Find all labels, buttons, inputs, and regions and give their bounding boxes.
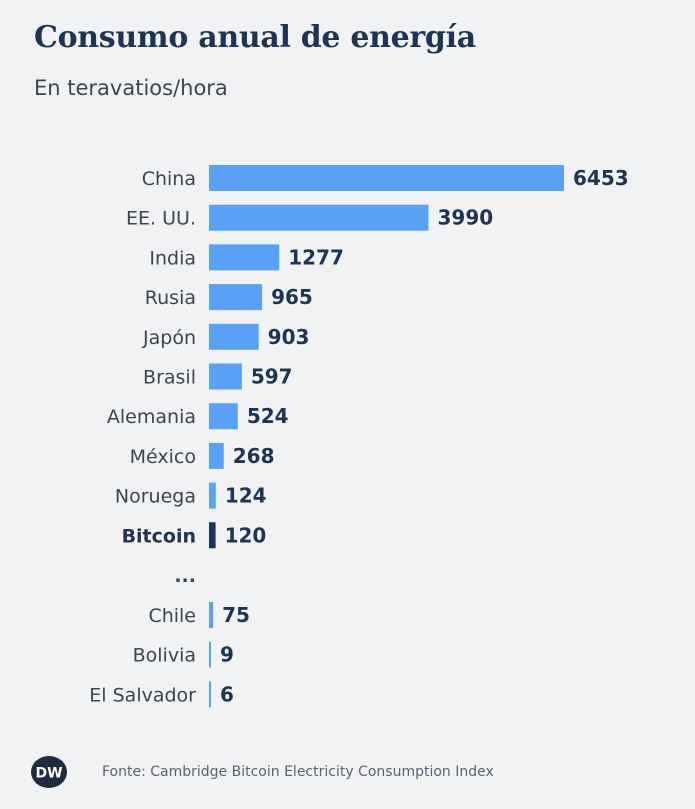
category-label: Chile [148,605,196,627]
ellipsis: ... [174,565,196,587]
bar [209,284,263,311]
category-label: México [130,446,196,468]
value-label: 524 [247,404,289,428]
category-label: Bolivia [133,645,196,667]
value-label: 6453 [573,166,629,190]
value-label: 120 [225,523,267,547]
bar [209,403,238,430]
chart-subtitle: En teravatios/hora [34,76,228,100]
source-note: Fonte: Cambridge Bitcoin Electricity Con… [102,764,494,780]
value-label: 268 [233,444,275,468]
bar [209,363,242,390]
value-label: 597 [251,365,293,389]
bar [209,165,564,191]
category-label: India [149,247,196,269]
dw-logo-text: DW [35,766,62,782]
value-label: 6 [220,682,234,706]
bar [209,522,216,549]
bar [209,641,211,668]
bar [209,323,259,350]
category-label: El Salvador [89,684,196,706]
category-label: Japón [142,327,196,349]
bar [209,602,214,628]
bar-chart: China 6453 EE. UU. 3990 India 1277 Rusia 965 Jap… [89,165,629,708]
value-label: 124 [225,484,267,508]
category-label: Alemania [107,406,196,428]
value-label: 75 [222,603,250,627]
value-label: 1277 [288,245,344,269]
category-label: Noruega [115,486,196,508]
bar [209,482,216,509]
value-label: 903 [268,325,310,349]
value-label: 965 [271,285,313,309]
footer: DW Fonte: Cambridge Bitcoin Electricity … [30,755,494,789]
value-label: 3990 [438,206,494,230]
category-label: Bitcoin [122,525,196,547]
chart-title: Consumo anual de energía [34,20,476,55]
bar [209,204,429,231]
dw-logo: DW [31,756,67,788]
category-label: Brasil [143,367,196,389]
category-label: EE. UU. [126,208,196,230]
bar [209,442,224,469]
bar [209,244,280,271]
category-label: China [142,168,196,190]
bar [209,681,211,708]
value-label: 9 [220,643,234,667]
category-label: Rusia [145,287,196,309]
